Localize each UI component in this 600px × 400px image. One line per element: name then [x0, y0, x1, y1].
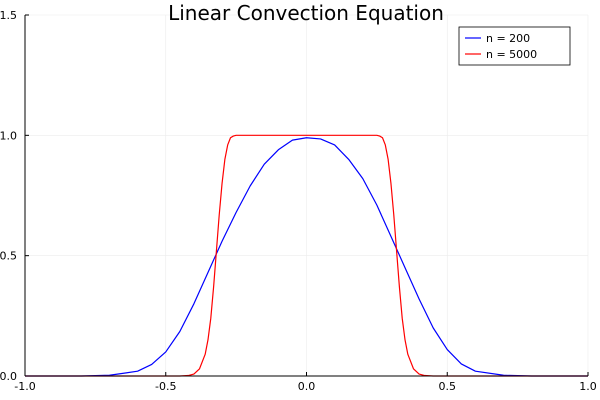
chart-title: Linear Convection Equation [168, 1, 444, 25]
series-layer [25, 134, 588, 377]
series-line-2 [25, 134, 588, 377]
x-tick-label: 0.5 [439, 380, 457, 393]
x-tick-label: 1.0 [579, 380, 597, 393]
legend: n = 200 n = 5000 [458, 26, 571, 66]
legend-label-1: n = 200 [486, 32, 530, 45]
grid [24, 14, 589, 377]
y-tick-label: 0.0 [0, 370, 17, 383]
x-tick-label: 0.0 [298, 380, 316, 393]
x-tick-label: -0.5 [155, 380, 176, 393]
x-tick-label: -1.0 [14, 380, 35, 393]
series-line-1 [25, 137, 588, 377]
y-tick-label: 1.0 [0, 129, 17, 142]
legend-box [458, 26, 571, 66]
axes: -1.0 -0.5 0.0 0.5 1.0 0.0 0.5 1.0 1.5 [0, 9, 597, 393]
y-tick-label: 0.5 [0, 250, 17, 263]
legend-label-2: n = 5000 [486, 48, 537, 61]
y-tick-label: 1.5 [0, 9, 17, 22]
